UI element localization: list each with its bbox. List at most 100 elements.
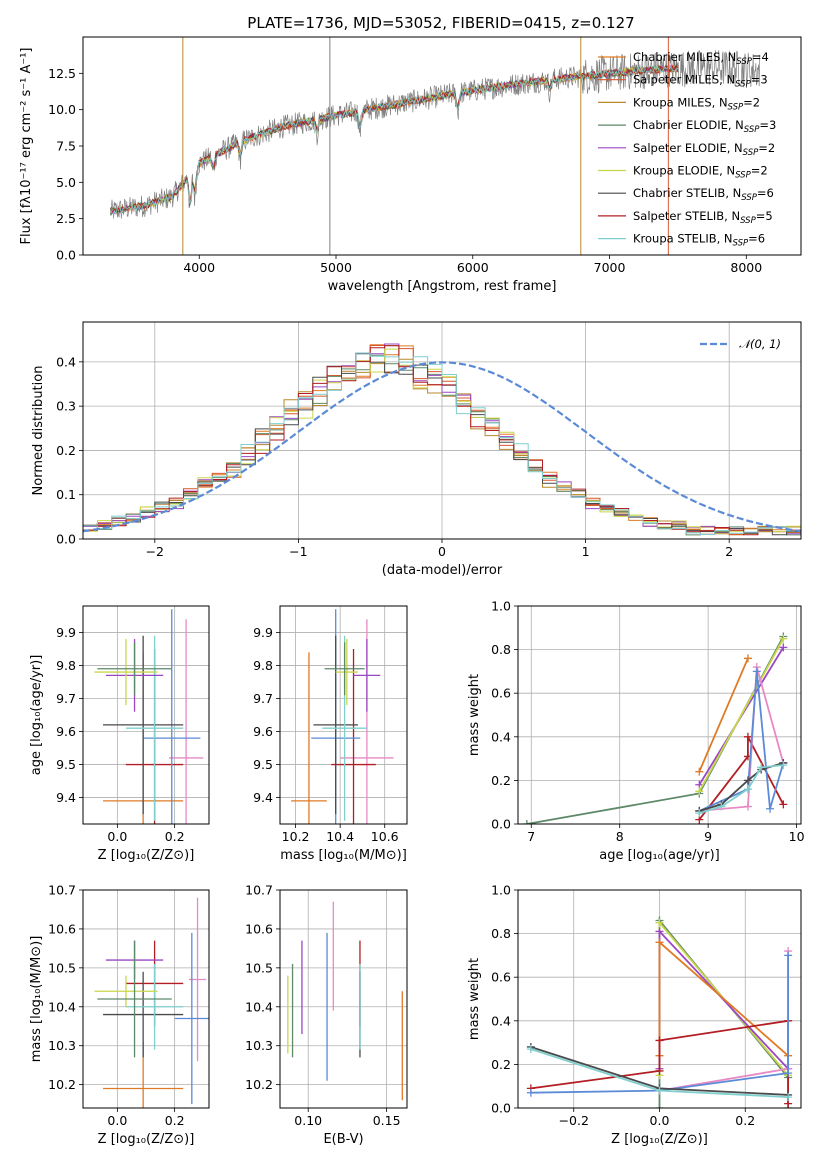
mass-weight-marker (695, 787, 704, 796)
spectrum-x-tick-label: 7000 (594, 260, 626, 275)
spectrum-model-line (109, 65, 679, 216)
age-vs-mass-x-tick-label: 10.4 (326, 829, 354, 844)
mass-weight-marker (695, 809, 704, 818)
mass-vs-ebv-frame (279, 889, 408, 1109)
weight-vs-age-ylabel: mass weight (467, 674, 482, 756)
weight-vs-age-panel: 7 8 9 10 0.0 0.2 0.4 0.6 0.8 1.0 age [log₁₀(age/yr… (467, 599, 805, 864)
mass-weight-marker (743, 802, 752, 811)
age-vs-mass-y-tick-label: 9.5 (253, 757, 273, 772)
mass-vs-z-y-tick-label: 10.2 (48, 1077, 76, 1092)
mass-vs-z-x-tick-label: 0.2 (165, 1113, 185, 1128)
mass-vs-ebv-panel: 0.10 0.15 10.2 10.3 10.4 10.5 10.6 10.7 E(B-V) (245, 883, 408, 1147)
weight-vs-z-y-tick-label: 0.8 (491, 926, 511, 941)
spectrum-y-tick-label: 7.5 (56, 139, 76, 154)
mass-vs-ebv-y-tick-label: 10.2 (245, 1077, 273, 1092)
mass-vs-ebv-y-tick-label: 10.3 (245, 1038, 273, 1053)
spectrum-legend-label: Kroupa MILES, NSSP=2 (633, 95, 760, 112)
mass-vs-z-plot-area (94, 897, 209, 1108)
mass-weight-marker (655, 927, 664, 936)
residuals-x-tick-label: −2 (146, 544, 164, 559)
residual-histogram (83, 345, 801, 536)
residuals-panel: −2 −1 0 1 2 0.0 0.1 0.2 0.3 0.4 (data-model)/error… (31, 321, 802, 578)
mass-weight-marker (779, 761, 788, 770)
weight-vs-age-y-tick-label: 0.8 (491, 642, 511, 657)
legend-label-main: Salpeter MILES, N (633, 73, 735, 87)
legend-label-sub: SSP (743, 148, 759, 158)
spectrum-y-tick-label: 12.5 (48, 66, 76, 81)
age-vs-z-panel: 0.0 0.2 9.4 9.5 9.6 9.7 9.8 9.9 Z [log₁₀(Z/Z⊙)] a… (29, 605, 210, 863)
legend-label-main: Chabrier STELIB, N (633, 186, 741, 200)
weight-vs-age-xlabel: age [log₁₀(age/yr)] (599, 848, 720, 863)
age-vs-z-y-tick-label: 9.6 (56, 724, 76, 739)
legend-label-suffix: =2 (751, 164, 768, 178)
legend-label-sub: SSP (728, 102, 744, 112)
mass-vs-z-y-tick-label: 10.3 (48, 1038, 76, 1053)
legend-label-main: Chabrier MILES, N (633, 50, 736, 64)
legend-label-main: Chabrier ELODIE, N (633, 118, 744, 132)
mass-weight-marker (743, 776, 752, 785)
legend-label-main: Kroupa ELODIE, N (633, 164, 735, 178)
mass-vs-z-x-tick-label: 0.0 (107, 1113, 127, 1128)
residuals-x-tick-label: 0 (438, 544, 446, 559)
residuals-xlabel: (data-model)/error (382, 563, 503, 578)
residuals-x-tick-label: 1 (582, 544, 590, 559)
legend-label-main: Kroupa STELIB, N (633, 232, 733, 246)
age-vs-mass-y-tick-label: 9.9 (253, 625, 273, 640)
weight-vs-z-y-tick-label: 0.0 (491, 1101, 511, 1116)
age-vs-z-frame (82, 605, 210, 825)
weight-vs-z-y-tick-label: 0.6 (491, 970, 511, 985)
spectrum-y-tick-label: 2.5 (56, 211, 76, 226)
spectrum-panel: 4000 5000 6000 7000 8000 0.0 2.5 5.0 7.5 10.0 12.5… (19, 36, 802, 294)
residuals-legend-label: 𝒩(0, 1) (739, 337, 781, 351)
age-vs-z-y-tick-label: 9.5 (56, 757, 76, 772)
mass-weight-marker (655, 1086, 664, 1095)
age-vs-mass-y-tick-label: 9.8 (253, 658, 273, 673)
weight-vs-age-y-tick-label: 1.0 (491, 599, 511, 614)
legend-label-sub: SSP (744, 125, 760, 135)
age-vs-mass-panel: 10.2 10.4 10.6 9.4 9.5 9.6 9.7 9.8 9.9 mass [log₁… (253, 605, 408, 863)
legend-label-suffix: =3 (759, 118, 776, 132)
residuals-frame (82, 321, 802, 540)
mass-weight-series-line (698, 638, 785, 792)
weight-vs-age-y-tick-label: 0.0 (491, 817, 511, 832)
spectrum-model-line (109, 64, 679, 216)
legend-label-suffix: =6 (757, 186, 774, 200)
weight-vs-age-y-tick-label: 0.2 (491, 773, 511, 788)
mass-weight-marker (717, 802, 726, 811)
spectrum-y-tick-label: 0.0 (56, 248, 76, 263)
weight-vs-age-plot-area (522, 632, 788, 824)
age-vs-z-y-tick-label: 9.4 (56, 790, 76, 805)
mass-vs-ebv-xlabel: E(B-V) (323, 1132, 363, 1147)
age-vs-z-x-tick-label: 0.0 (107, 829, 127, 844)
spectrum-plot-area (109, 37, 761, 255)
spectrum-legend-label: Salpeter MILES, NSSP=3 (633, 73, 768, 90)
residuals-plot-area (83, 343, 801, 536)
spectrum-x-tick-label: 6000 (457, 260, 489, 275)
mass-weight-marker (695, 767, 704, 776)
mass-weight-marker (779, 800, 788, 809)
mass-weight-series-line (658, 940, 789, 1057)
spectrum-x-tick-label: 8000 (730, 260, 762, 275)
mass-vs-ebv-y-tick-label: 10.4 (245, 999, 273, 1014)
spectrum-legend-label: Kroupa ELODIE, NSSP=2 (633, 164, 768, 181)
residuals-y-tick-label: 0.4 (56, 354, 76, 369)
mass-weight-marker (522, 820, 531, 824)
legend-label-sub: SSP (735, 171, 751, 181)
mass-vs-ebv-y-tick-label: 10.5 (245, 960, 273, 975)
age-vs-mass-y-tick-label: 9.7 (253, 691, 273, 706)
mass-weight-marker (526, 1045, 535, 1054)
mass-weight-marker (757, 763, 766, 772)
legend-label-suffix: =5 (756, 209, 773, 223)
age-vs-z-y-tick-label: 9.7 (56, 691, 76, 706)
legend-label-suffix: =2 (743, 95, 760, 109)
mass-weight-marker (743, 654, 752, 663)
mass-weight-marker (743, 785, 752, 794)
mass-vs-z-xlabel: Z [log₁₀(Z/Z⊙)] (98, 1132, 195, 1147)
weight-vs-z-y-tick-label: 0.2 (491, 1057, 511, 1072)
mass-vs-ebv-x-tick-label: 0.10 (294, 1113, 322, 1128)
spectrum-legend-label: Salpeter STELIB, NSSP=5 (633, 209, 773, 226)
weight-vs-age-x-tick-label: 7 (527, 829, 535, 844)
mass-weight-marker (655, 1036, 664, 1045)
weight-vs-age-y-tick-label: 0.4 (491, 729, 511, 744)
residual-histogram (83, 353, 801, 536)
